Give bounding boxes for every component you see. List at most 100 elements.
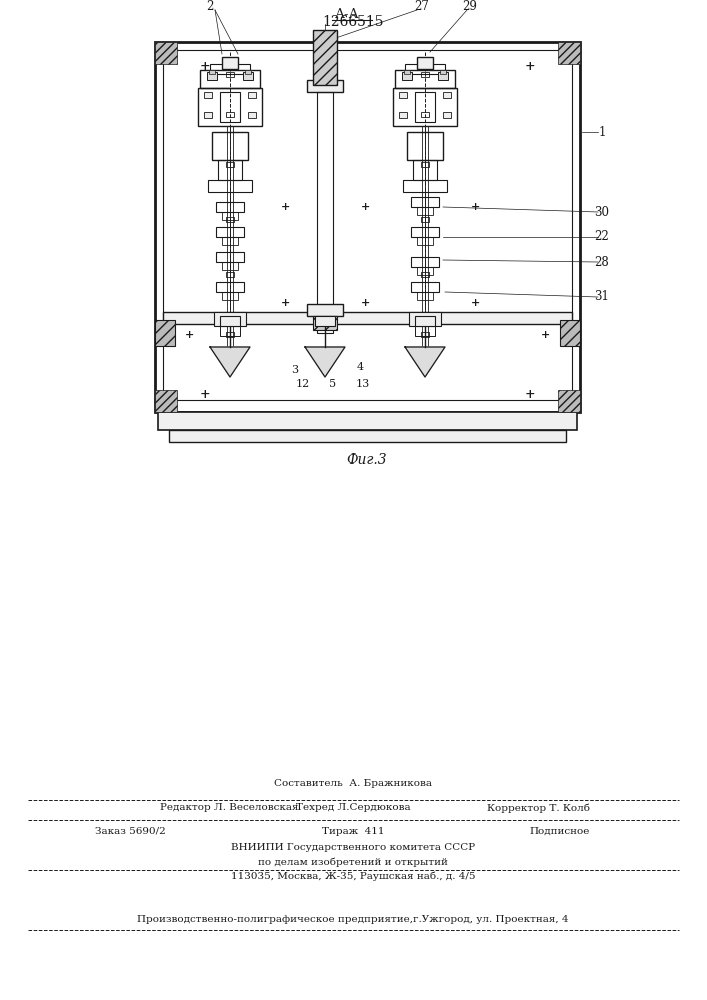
Bar (443, 92, 451, 98)
Bar (409, 312, 441, 326)
Text: +: + (185, 328, 194, 340)
Bar (222, 212, 238, 220)
Text: +: + (470, 202, 479, 213)
Polygon shape (305, 347, 345, 377)
Text: ВНИИПИ Государственного комитета СССР: ВНИИПИ Государственного комитета СССР (231, 844, 475, 852)
Text: Редактор Л. Веселовская: Редактор Л. Веселовская (160, 804, 298, 812)
Bar (216, 282, 244, 292)
Bar (317, 92, 333, 332)
Polygon shape (210, 347, 250, 377)
Text: Фиг.3: Фиг.3 (346, 453, 387, 467)
Bar (421, 332, 429, 337)
Bar (226, 112, 234, 117)
Bar (226, 72, 234, 77)
Text: 1: 1 (598, 125, 606, 138)
Bar (415, 92, 435, 122)
Text: +: + (361, 296, 370, 308)
Text: Техред Л.Сердюкова: Техред Л.Сердюкова (296, 804, 410, 812)
Bar (421, 217, 429, 222)
Bar (411, 257, 439, 267)
Text: 31: 31 (595, 290, 609, 304)
Text: 5: 5 (329, 379, 337, 389)
Bar (163, 50, 572, 400)
Bar (421, 272, 429, 277)
Bar (248, 92, 256, 98)
Bar (560, 320, 580, 346)
Text: 13: 13 (356, 379, 370, 389)
Text: 4: 4 (356, 362, 363, 372)
Bar (411, 227, 439, 237)
Bar (222, 57, 238, 69)
Bar (417, 237, 433, 245)
Bar (558, 42, 580, 64)
Bar (218, 160, 242, 180)
Bar (163, 312, 572, 324)
Bar (155, 42, 177, 64)
Bar (402, 72, 412, 80)
Text: 30: 30 (595, 206, 609, 219)
Bar (220, 92, 240, 122)
Bar (415, 326, 435, 336)
Polygon shape (405, 347, 445, 377)
Bar (307, 80, 343, 92)
Bar (209, 70, 215, 74)
Bar (204, 92, 212, 98)
Bar (216, 202, 244, 212)
Bar (417, 207, 433, 215)
Bar (222, 237, 238, 245)
Bar (158, 412, 577, 430)
Bar (226, 217, 234, 222)
Bar (155, 320, 175, 346)
Text: +: + (199, 60, 210, 74)
Text: Производственно-полиграфическое предприятие,г.Ужгород, ул. Проектная, 4: Производственно-полиграфическое предприя… (137, 916, 568, 924)
Bar (216, 227, 244, 237)
Text: Заказ 5690/2: Заказ 5690/2 (95, 826, 165, 836)
Text: 1266515: 1266515 (322, 15, 384, 29)
Bar (245, 70, 251, 74)
Text: 2: 2 (206, 0, 214, 13)
Bar (403, 180, 447, 192)
Bar (393, 88, 457, 126)
Text: Подписное: Подписное (530, 826, 590, 836)
Bar (417, 267, 433, 275)
Bar (222, 262, 238, 270)
Text: А-А: А-А (334, 7, 359, 20)
Bar (415, 316, 435, 326)
Text: 12: 12 (296, 379, 310, 389)
Bar (200, 70, 260, 88)
Bar (421, 72, 429, 77)
Bar (220, 316, 240, 326)
Bar (417, 292, 433, 300)
Text: 27: 27 (414, 0, 429, 13)
Bar (404, 70, 410, 74)
Bar (208, 180, 252, 192)
Bar (421, 162, 429, 167)
Text: Составитель  А. Бражникова: Составитель А. Бражникова (274, 778, 432, 788)
Bar (417, 57, 433, 69)
Bar (222, 292, 238, 300)
Text: 28: 28 (595, 255, 609, 268)
Bar (210, 64, 250, 74)
Text: +: + (361, 202, 370, 213)
Bar (399, 112, 407, 118)
Bar (313, 30, 337, 85)
Text: Тираж  411: Тираж 411 (322, 826, 384, 836)
Bar (226, 332, 234, 337)
Bar (313, 316, 337, 330)
Bar (207, 72, 217, 80)
Bar (558, 390, 580, 412)
Text: +: + (525, 60, 535, 74)
Bar (399, 92, 407, 98)
Bar (440, 70, 446, 74)
Bar (307, 304, 343, 316)
Bar (212, 132, 248, 160)
Text: по делам изобретений и открытий: по делам изобретений и открытий (258, 857, 448, 867)
Text: 113035, Москва, Ж-35, Раушская наб., д. 4/5: 113035, Москва, Ж-35, Раушская наб., д. … (230, 871, 475, 881)
Bar (413, 160, 437, 180)
Text: +: + (199, 387, 210, 400)
Text: +: + (525, 387, 535, 400)
Bar (443, 112, 451, 118)
Text: 3: 3 (291, 365, 298, 375)
Bar (243, 72, 253, 80)
Bar (155, 390, 177, 412)
